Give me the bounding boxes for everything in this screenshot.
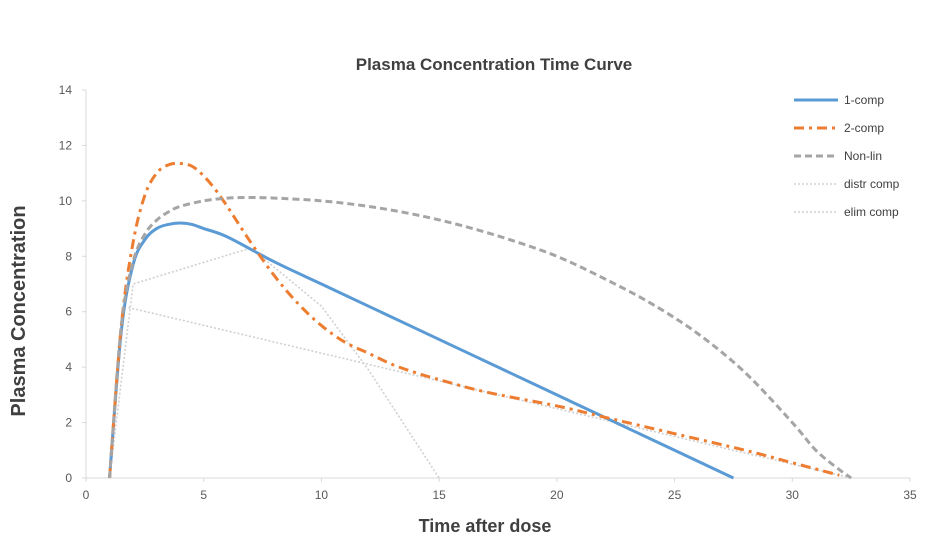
x-tick-label: 30 [786,488,800,502]
x-tick-label: 20 [550,488,564,502]
x-axis-title: Time after dose [419,516,552,536]
y-tick-label: 0 [65,471,72,485]
series-line-non-lin [108,196,853,480]
x-tick-label: 0 [83,488,90,502]
axes [85,90,910,479]
y-tick-label: 4 [65,360,72,374]
tick-labels: 0 5 10 15 20 25 30 35 0 2 4 6 8 10 12 14 [59,83,917,502]
legend-label: 1-comp [844,93,884,107]
y-tick-label: 14 [59,83,73,97]
legend-label: elim comp [844,205,899,219]
legend-label: Non-lin [844,149,882,163]
y-tick-label: 6 [65,305,72,319]
y-tick-label: 8 [65,249,72,263]
y-tick-label: 10 [59,194,73,208]
y-axis-title: Plasma Concentration [8,205,30,416]
legend-label: distr comp [844,177,900,191]
series-line-1-comp [108,221,735,480]
series-lines [108,161,853,480]
series-line-elim-comp [108,247,440,479]
chart-title: Plasma Concentration Time Curve [356,55,633,74]
x-tick-label: 35 [903,488,917,502]
y-tick-label: 12 [59,138,73,152]
series-line-distr-comp [128,306,852,479]
x-tick-label: 5 [200,488,207,502]
legend: 1-comp 2-comp Non-lin distr comp elim comp [794,93,900,219]
series-line-2-comp [108,161,840,479]
y-tick-label: 2 [65,416,72,430]
x-tick-label: 25 [668,488,682,502]
x-tick-label: 10 [315,488,329,502]
legend-label: 2-comp [844,121,884,135]
x-tick-label: 15 [432,488,446,502]
